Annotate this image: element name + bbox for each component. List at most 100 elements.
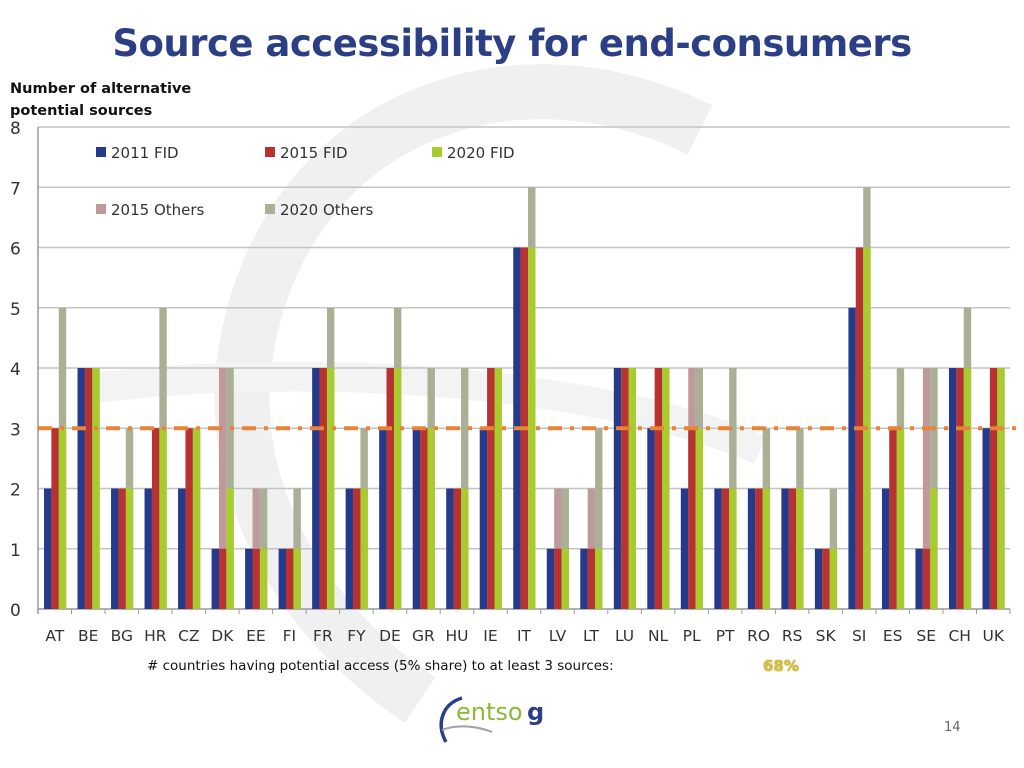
bar-2011-fid (245, 548, 253, 609)
bar-2011-fid (77, 368, 85, 609)
y-tick-label: 2 (10, 481, 21, 501)
bar-2011-fid (848, 307, 856, 609)
bar-2020-fid (963, 368, 972, 609)
y-tick-label: 5 (10, 300, 21, 320)
y-tick-label: 0 (10, 601, 21, 621)
bars (44, 187, 1005, 609)
bar-2020-fid (796, 488, 804, 609)
x-tick-label: FY (347, 627, 366, 645)
bar-2015-fid (84, 368, 93, 609)
legend-label: 2015 Others (111, 201, 205, 219)
bar-2011-fid (747, 488, 756, 609)
bar-2015-fid (319, 368, 327, 609)
bar-2015-fid (386, 368, 394, 609)
y-tick-label: 6 (10, 240, 21, 260)
x-tick-label: RO (747, 627, 770, 645)
bar-2011-fid (948, 368, 957, 609)
x-tick-label: UK (982, 627, 1004, 645)
bar-2020-fid (293, 548, 301, 609)
bar-2011-fid (412, 428, 421, 609)
bar-2011-fid (647, 428, 655, 609)
bar-2011-fid (44, 488, 52, 609)
y-tick-label: 1 (10, 541, 21, 561)
x-tick-label: HU (445, 627, 468, 645)
x-tick-label: FI (283, 627, 297, 645)
footnote-percentage-value: 68% (763, 657, 799, 675)
bar-2011-fid (278, 548, 287, 609)
bar-2011-fid (680, 488, 689, 609)
x-tick-label: LU (615, 627, 634, 645)
footnote-percentage-overlay: 62% (763, 657, 799, 675)
bar-2015-fid (185, 428, 193, 609)
y-tick-label: 8 (10, 119, 21, 139)
bar-2020-fid (628, 368, 636, 609)
entsog-logo: entso g (439, 696, 544, 743)
bar-2015-fid (721, 488, 730, 609)
bar-2011-fid (714, 488, 722, 609)
bar-2011-fid (546, 548, 555, 609)
bar-2015-fid (51, 428, 59, 609)
bar-2020-fid (762, 488, 771, 609)
bar-2015-fid (353, 488, 361, 609)
bar-2015-fid (956, 368, 964, 609)
x-tick-label: PT (716, 627, 735, 645)
bar-2020-fid (528, 247, 536, 609)
bar-2015-fid (118, 488, 126, 609)
x-tick-label: DE (379, 627, 401, 645)
x-tick-label: LV (549, 627, 567, 645)
bar-2011-fid (111, 488, 119, 609)
x-tick-label: RS (782, 627, 803, 645)
x-tick-label: LT (583, 627, 600, 645)
x-tick-label: IT (517, 627, 532, 645)
x-tick-label: GR (412, 627, 435, 645)
x-tick-label: ES (883, 627, 903, 645)
bar-2015-fid (755, 488, 763, 609)
x-tick-label: BE (78, 627, 98, 645)
bar-2020-fid (997, 368, 1005, 609)
y-axis-label-line2: potential sources (10, 103, 153, 119)
bar-2015-fid (587, 548, 596, 609)
bar-2020-others (595, 428, 603, 609)
legend-label: 2020 FID (447, 144, 515, 162)
y-tick-label: 7 (10, 179, 21, 199)
logo-swoosh-icon (439, 696, 463, 743)
bar-2011-fid (781, 488, 789, 609)
bar-2015-fid (218, 548, 227, 609)
bar-2015-fid (788, 488, 797, 609)
bar-2020-fid (92, 368, 100, 609)
legend-label: 2020 Others (280, 201, 374, 219)
bar-2011-fid (144, 488, 152, 609)
x-tick-label: AT (45, 627, 64, 645)
bar-2011-fid (446, 488, 454, 609)
bar-2020-fid (125, 488, 134, 609)
legend-label: 2015 FID (280, 144, 348, 162)
bar-2011-fid (479, 428, 488, 609)
bar-2020-fid (226, 488, 234, 609)
y-axis-label: Number of alternative potential sources (10, 78, 191, 122)
bar-2020-fid (58, 428, 67, 609)
legend-label: 2011 FID (111, 144, 179, 162)
x-tick-label: SI (852, 627, 866, 645)
y-tick-label: 4 (10, 360, 21, 380)
bar-2015-fid (252, 548, 260, 609)
bar-2015-others (218, 368, 227, 609)
bar-2020-fid (326, 368, 335, 609)
bar-2015-fid (654, 368, 663, 609)
bar-2020-fid (461, 488, 469, 609)
x-tick-label: FR (313, 627, 333, 645)
bar-2015-fid (286, 548, 294, 609)
legend-swatch-s2020others (265, 204, 275, 214)
x-tick-label: NL (648, 627, 669, 645)
bar-2020-fid (896, 428, 905, 609)
bar-2020-fid (192, 428, 201, 609)
legend: 2011 FID 2015 FID 2020 FID 2015 Others 2020 … (96, 144, 515, 219)
bar-2015-fid (822, 548, 830, 609)
x-tick-label: CZ (178, 627, 199, 645)
x-tick-label: BG (111, 627, 133, 645)
bar-2020-fid (930, 488, 938, 609)
bar-2015-fid (453, 488, 462, 609)
bar-2011-fid (982, 428, 990, 609)
x-tick-label: PL (683, 627, 701, 645)
logo-text-light: entso (456, 698, 523, 726)
